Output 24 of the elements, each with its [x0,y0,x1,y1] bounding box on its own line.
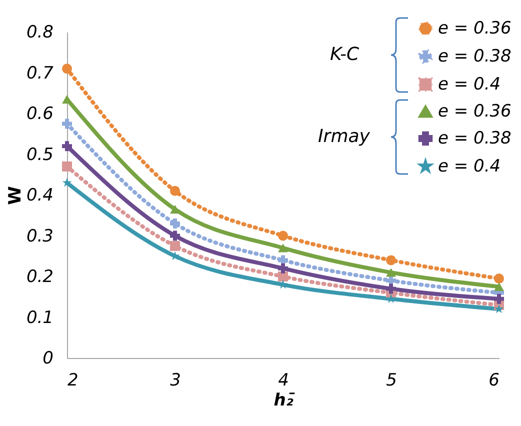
x-tick-label: 2 [68,370,78,390]
y-tick-label: 0.5 [26,144,54,165]
legend-label: e = 0.36 [438,18,512,38]
legend-label: e = 0.38 [438,128,512,148]
y-tick-label: 0.1 [26,308,54,328]
x-tick-label: 4 [278,370,289,390]
y-axis-title: W [5,186,26,205]
legend-label: e = 0.4 [438,156,501,176]
x-tick-label: 3 [170,370,181,390]
legend-label: e = 0.38 [438,46,512,66]
y-tick-label: 0 [42,348,54,368]
x-axis-title: h₂̄ [274,390,296,410]
y-tick-label: 0.7 [26,63,54,84]
legend-label: e = 0.36 [438,102,512,122]
y-tick-label: 0.6 [26,104,54,124]
y-tick-label: 0.4 [26,186,54,206]
y-tick-label: 0.8 [26,22,54,42]
x-tick-label: 5 [386,370,397,390]
y-tick-label: 0.3 [26,226,54,246]
legend-label: e = 0.4 [438,74,501,94]
y-tick-label: 0.2 [26,267,54,287]
annotation: Irmay [318,126,370,147]
x-tick-label: 6 [488,370,500,390]
annotation: K-C [330,44,360,65]
